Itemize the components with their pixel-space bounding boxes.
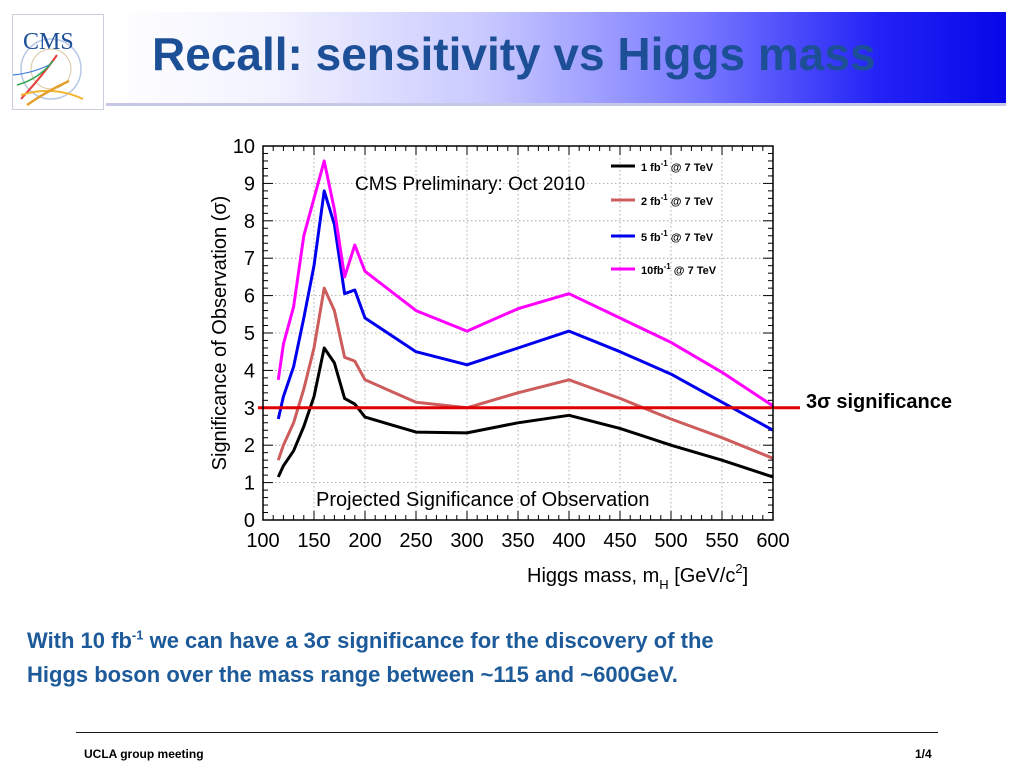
y-tick-label: 2 (244, 435, 255, 457)
y-tick-label: 7 (244, 248, 255, 270)
x-axis-label-sub: H (659, 577, 668, 592)
cms-logo: CMS (12, 14, 104, 110)
x-tick-label: 100 (246, 530, 279, 552)
footer-page-number: 1/4 (915, 747, 932, 761)
cms-logo-graphic: CMS (12, 29, 84, 107)
legend-entry-2: 2 fb-1 @ 7 TeV (641, 193, 714, 208)
x-tick-label: 300 (450, 530, 483, 552)
x-axis-label-unit-sup: 2 (735, 561, 742, 576)
series-line-1 (276, 346, 774, 479)
series-line-3 (276, 189, 774, 432)
legend-entry-1: 1 fb-1 @ 7 TeV (641, 159, 714, 174)
summary-text: With 10 fb-1 we can have a 3σ significan… (27, 624, 987, 692)
x-tick-label: 150 (297, 530, 330, 552)
y-tick-label: 0 (244, 510, 255, 532)
legend-entry-main: 2 fb (641, 196, 661, 208)
x-axis-label-unit-end: ] (743, 565, 749, 587)
legend-entry-end: @ 7 TeV (668, 196, 714, 208)
legend-entry-end: @ 7 TeV (668, 162, 714, 174)
summary-line1-c: significance for the discovery of the (330, 628, 714, 653)
sigma-symbol: σ (817, 391, 831, 413)
x-tick-label: 250 (399, 530, 432, 552)
legend-entry-end: @ 7 TeV (671, 265, 717, 277)
summary-line2: Higgs boson over the mass range between … (27, 662, 678, 687)
y-tick-label: 8 (244, 211, 255, 233)
legend-entry-sup: -1 (661, 229, 669, 238)
title-banner (106, 12, 1006, 106)
footer-divider (76, 732, 938, 733)
slide-title: Recall: sensitivity vs Higgs mass (152, 28, 876, 80)
sensitivity-chart: 100 150 200 250 300 350 400 450 500 550 600 0 1 2 3 4 5 6… (209, 136, 800, 592)
legend-entry-sup: -1 (664, 262, 672, 271)
chart-subtitle: Projected Significance of Observation (316, 489, 650, 511)
three-sigma-annotation: 3σ significance (806, 391, 952, 414)
legend-entry-end: @ 7 TeV (668, 232, 714, 244)
y-tick-label: 10 (233, 136, 255, 158)
footer-meeting-name: UCLA group meeting (84, 747, 204, 761)
plot-frame (262, 145, 774, 521)
legend-entry-sup: -1 (661, 159, 669, 168)
series-line-2 (276, 286, 774, 461)
legend-entry-4: 10fb-1 @ 7 TeV (641, 262, 717, 277)
x-tick-label: 500 (654, 530, 687, 552)
x-tick-label: 450 (603, 530, 636, 552)
y-tick-label: 5 (244, 323, 255, 345)
summary-line1-b: we can have a 3 (143, 628, 316, 653)
y-tick-label: 6 (244, 286, 255, 308)
x-axis-label-main: Higgs mass, m (527, 565, 659, 587)
legend-entry-3: 5 fb-1 @ 7 TeV (641, 229, 714, 244)
legend-entry-main: 10fb (641, 265, 664, 277)
summary-line1-a: With 10 fb (27, 628, 132, 653)
x-axis-label: Higgs mass, mH [GeV/c2] (527, 561, 748, 592)
legend-entry-main: 5 fb (641, 232, 661, 244)
x-tick-label: 600 (756, 530, 789, 552)
y-tick-label: 3 (244, 398, 255, 420)
x-tick-label: 400 (552, 530, 585, 552)
y-tick-label: 1 (244, 473, 255, 495)
summary-line1-sigma: σ (315, 628, 331, 653)
legend-entry-sup: -1 (661, 193, 669, 202)
x-tick-label: 200 (348, 530, 381, 552)
sigma-label-prefix: 3 (806, 391, 818, 413)
y-axis-label: Significance of Observation (σ) (209, 196, 231, 471)
x-axis-label-unit: [GeV/c (669, 565, 736, 587)
sigma-label-suffix: significance (830, 391, 952, 413)
logo-text: CMS (23, 29, 74, 55)
chart-title: CMS Preliminary: Oct 2010 (355, 174, 585, 195)
legend-entry-main: 1 fb (641, 162, 661, 174)
summary-line1-sup: -1 (131, 627, 144, 643)
y-tick-label: 9 (244, 173, 255, 195)
y-tick-label: 4 (244, 360, 255, 382)
series-line-4 (276, 159, 774, 408)
x-tick-label: 550 (705, 530, 738, 552)
x-tick-label: 350 (501, 530, 534, 552)
